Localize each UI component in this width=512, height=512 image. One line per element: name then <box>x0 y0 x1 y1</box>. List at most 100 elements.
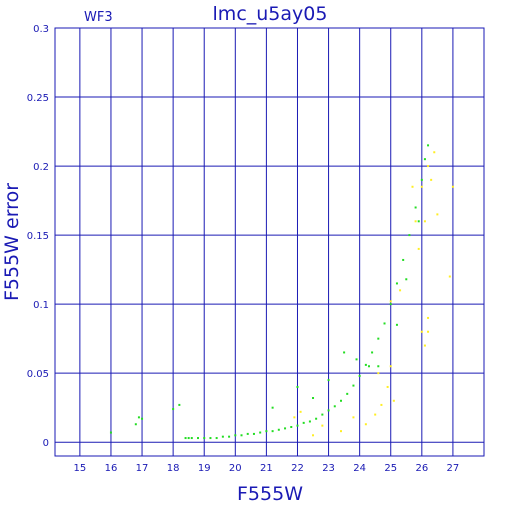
data-point <box>411 185 414 188</box>
data-point <box>240 434 243 437</box>
plot-frame <box>54 27 485 457</box>
data-point <box>355 358 358 361</box>
data-point <box>377 337 380 340</box>
data-point <box>389 303 392 306</box>
data-point <box>203 437 206 440</box>
data-point <box>333 405 336 408</box>
data-point <box>423 158 426 161</box>
y-axis-title: F555W error <box>1 183 23 301</box>
data-points <box>109 144 454 440</box>
data-point <box>364 363 367 366</box>
data-point <box>427 144 430 147</box>
data-point <box>420 178 423 181</box>
data-point <box>395 282 398 285</box>
data-point <box>299 410 302 413</box>
x-tick-label: 20 <box>229 463 242 474</box>
data-point <box>358 374 361 377</box>
chip-label: WF3 <box>84 10 113 25</box>
data-point <box>271 430 274 433</box>
data-point <box>190 437 193 440</box>
data-point <box>383 322 386 325</box>
data-point <box>386 385 389 388</box>
data-point <box>109 431 112 434</box>
y-tick-label: 0.15 <box>27 231 49 242</box>
data-point <box>417 220 420 223</box>
data-point <box>395 323 398 326</box>
data-point <box>134 423 137 426</box>
data-point <box>405 278 408 281</box>
data-point <box>389 365 392 368</box>
data-point <box>377 365 380 368</box>
data-point <box>327 409 330 412</box>
y-tick-label: 0.3 <box>33 24 49 35</box>
x-tick-label: 22 <box>291 463 304 474</box>
data-point <box>327 379 330 382</box>
x-tick-label: 16 <box>105 463 118 474</box>
x-tick-label: 18 <box>167 463 180 474</box>
data-point <box>172 408 175 411</box>
data-point <box>346 392 349 395</box>
y-tick-label: 0 <box>43 438 49 449</box>
x-tick-label: 21 <box>260 463 273 474</box>
data-point <box>271 406 274 409</box>
data-point <box>427 316 430 319</box>
x-tick-label: 24 <box>353 463 366 474</box>
data-point <box>209 437 212 440</box>
data-point <box>427 165 430 168</box>
data-point <box>141 417 144 420</box>
data-point <box>265 430 268 433</box>
x-axis-ticks: 15 16 17 18 19 20 21 22 23 24 25 26 27 <box>74 463 460 474</box>
y-axis-ticks: 0 0.05 0.1 0.15 0.2 0.25 0.3 <box>27 24 49 449</box>
x-tick-label: 17 <box>136 463 149 474</box>
x-tick-label: 19 <box>198 463 211 474</box>
data-point <box>392 399 395 402</box>
y-tick-label: 0.25 <box>27 93 49 104</box>
data-point <box>315 417 318 420</box>
y-tick-label: 0.2 <box>33 162 49 173</box>
data-point <box>321 413 324 416</box>
data-point <box>414 220 417 223</box>
data-point <box>420 330 423 333</box>
data-point <box>402 258 405 261</box>
x-tick-label: 26 <box>415 463 428 474</box>
data-point <box>451 185 454 188</box>
x-axis-title: F555W <box>237 483 303 505</box>
data-point <box>414 206 417 209</box>
data-point <box>184 437 187 440</box>
data-point <box>423 344 426 347</box>
data-point <box>178 403 181 406</box>
data-point <box>187 437 190 440</box>
data-point <box>389 300 392 303</box>
x-tick-label: 15 <box>74 463 87 474</box>
data-point <box>436 213 439 216</box>
data-point <box>197 437 199 440</box>
data-point <box>246 432 249 435</box>
y-tick-label: 0.05 <box>27 369 49 380</box>
data-point <box>137 416 140 419</box>
data-point <box>433 151 436 154</box>
data-point <box>448 275 451 278</box>
data-point <box>417 247 420 250</box>
data-point <box>420 185 423 188</box>
x-tick-label: 27 <box>447 463 460 474</box>
data-point <box>352 384 355 387</box>
data-point <box>343 351 346 354</box>
data-point <box>423 220 426 223</box>
data-point <box>364 423 367 426</box>
data-point <box>302 421 305 424</box>
data-point <box>321 424 324 427</box>
data-point <box>352 416 355 419</box>
data-point <box>277 428 280 431</box>
data-point <box>296 385 299 388</box>
data-point <box>380 403 383 406</box>
data-point <box>308 420 311 423</box>
data-point <box>293 416 296 419</box>
x-tick-label: 25 <box>384 463 397 474</box>
data-point <box>312 434 315 437</box>
data-point <box>259 431 262 434</box>
data-point <box>228 435 231 438</box>
data-point <box>408 234 411 237</box>
data-point <box>221 435 224 438</box>
data-point <box>427 330 430 333</box>
